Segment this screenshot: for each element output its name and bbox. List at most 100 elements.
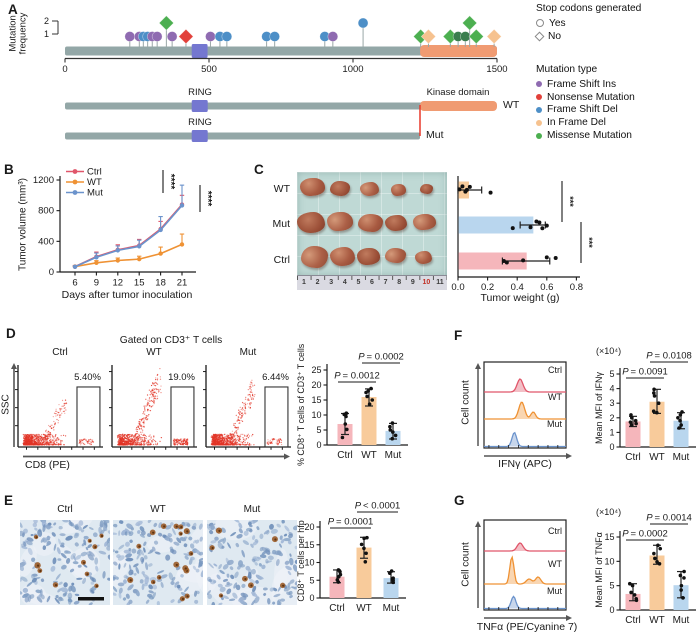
a-ring-label-wt: RING — [188, 87, 212, 98]
mutation-marker — [151, 31, 163, 42]
ruler-number: 9 — [410, 279, 415, 286]
a-ylabel-line2: frequency — [18, 12, 29, 55]
tumor-sample — [413, 214, 437, 231]
data-point — [94, 260, 99, 265]
bar — [673, 420, 689, 447]
y-tick-label: 20 — [311, 380, 321, 390]
category-label: Mut — [673, 452, 690, 463]
data-point — [540, 226, 545, 231]
data-point — [634, 597, 639, 601]
data-point — [365, 394, 369, 399]
data-point — [632, 593, 637, 597]
axis-tick-label: 0 — [62, 64, 67, 75]
data-point — [629, 416, 634, 420]
p-value: P = 0.0108 — [646, 351, 692, 362]
data-point — [388, 428, 393, 432]
ihc-image — [207, 520, 297, 605]
data-point — [680, 410, 684, 414]
gate-percentage: 6.44% — [262, 372, 289, 383]
tumor-sample — [299, 177, 325, 196]
y-tick-label: 25 — [311, 365, 321, 375]
ruler-number: 4 — [342, 279, 347, 286]
mutation-marker — [166, 31, 178, 42]
gate-percentage: 5.40% — [74, 372, 101, 383]
arrowhead — [566, 615, 572, 621]
data-point — [335, 578, 340, 582]
ihc-image — [20, 520, 110, 605]
data-point — [682, 576, 686, 580]
data-point — [390, 436, 395, 441]
mutation-marker — [468, 28, 484, 45]
data-point — [460, 184, 465, 189]
legend-item-label: Missense Mutation — [547, 130, 632, 142]
f-bar-ylabel: Mean MFI of IFNγ — [594, 371, 605, 444]
f-trace-wt: WT — [548, 392, 562, 402]
data-point — [652, 551, 656, 556]
circle-marker-icon — [536, 94, 542, 101]
data-point — [652, 391, 656, 395]
data-point — [679, 423, 683, 427]
chart-E: 0 5 10 15 20 Ctrl WT Mut P = 0.0001 P < 0.0001 — [304, 501, 406, 614]
y-tick-label: 400 — [38, 236, 54, 247]
g-trace-mut: Mut — [546, 586, 562, 596]
mutation-marker — [420, 28, 437, 45]
p-value: P < 0.0001 — [355, 501, 401, 512]
data-point — [364, 551, 368, 556]
category-label: WT — [649, 452, 665, 463]
arrowhead — [11, 363, 17, 369]
bar — [329, 576, 345, 598]
data-point — [528, 225, 533, 230]
panel-label-c: C — [254, 162, 264, 177]
tumor-sample — [357, 214, 383, 233]
mutation-marker — [178, 28, 194, 45]
ruler-number: 8 — [397, 279, 402, 286]
p-value: P = 0.0001 — [328, 517, 374, 528]
data-point — [179, 203, 185, 208]
data-point — [115, 248, 121, 253]
data-point — [366, 389, 371, 393]
d-col-ctrl: Ctrl — [52, 347, 68, 358]
ruler-number: 2 — [315, 279, 320, 286]
data-point — [504, 260, 509, 265]
data-point — [389, 569, 394, 573]
bar — [361, 397, 377, 445]
tumor-sample — [359, 182, 379, 197]
data-point — [343, 422, 348, 426]
data-point — [678, 573, 683, 578]
f-trace-mut: Mut — [546, 419, 562, 429]
f-multiplier: (×10⁴) — [596, 346, 622, 356]
category-label: WT — [361, 450, 377, 461]
category-label: WT — [649, 615, 665, 626]
data-point — [652, 387, 656, 392]
y-tick-label: 2 — [609, 413, 614, 423]
x-tick-label: 0.6 — [540, 282, 553, 293]
panel-label-a: A — [8, 2, 18, 17]
p-value: P = 0.0002 — [622, 529, 668, 540]
data-point — [653, 556, 657, 561]
circle-marker-icon — [536, 132, 542, 139]
mutation-marker — [205, 31, 216, 42]
g-trace-wt: WT — [548, 559, 562, 569]
e-bar-ylabel: CD8⁺ T cells per hfp — [296, 520, 307, 602]
data-point — [677, 426, 681, 430]
f-trace-ctrl: Ctrl — [548, 365, 562, 375]
tumor-sample — [390, 183, 406, 196]
data-point — [179, 242, 185, 247]
legend-item: Frame Shift Del — [536, 104, 635, 117]
ihc-image — [113, 520, 203, 605]
e-col-ctrl: Ctrl — [57, 504, 73, 515]
mutation-type-legend: Mutation type Frame Shift Ins Nonsense Mu… — [536, 64, 635, 142]
flow-scatter-plot: 5.40% — [15, 365, 103, 450]
data-point — [678, 418, 682, 423]
d-ssc-label: SSC — [0, 394, 12, 415]
data-point — [682, 569, 686, 574]
legend-item: Nonsense Mutation — [536, 91, 635, 104]
data-point — [338, 572, 343, 577]
b-xlabel: Days after tumor inoculation — [61, 289, 193, 301]
data-point — [652, 394, 657, 398]
tumor-sample — [385, 248, 407, 264]
histogram-trace — [484, 595, 566, 610]
c-row-label-mut: Mut — [272, 218, 290, 230]
